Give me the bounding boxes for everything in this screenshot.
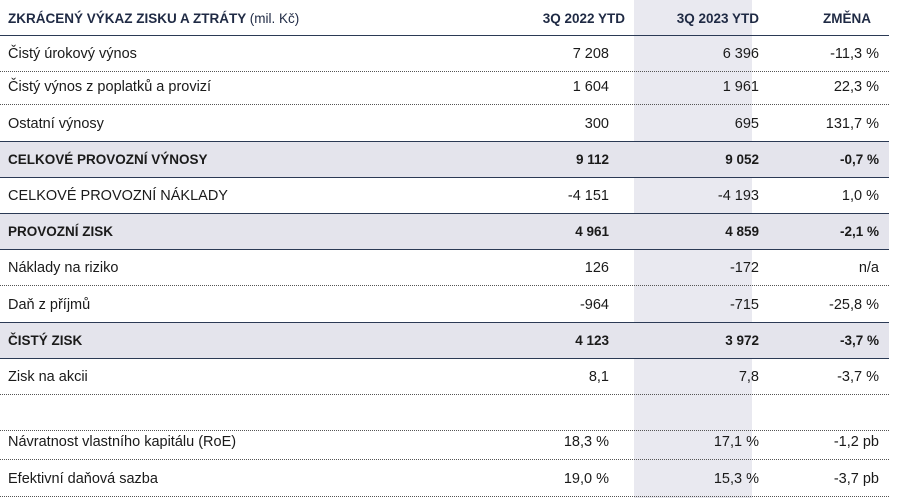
column-header-2023: 3Q 2023 YTD <box>676 10 759 26</box>
header-title-cell: ZKRÁCENÝ VÝKAZ ZISKU A ZTRÁTY (mil. Kč) <box>0 11 505 26</box>
row-label: Ostatní výnosy <box>8 115 104 132</box>
row-label: PROVOZNÍ ZISK <box>8 224 114 239</box>
value-2022: 7 208 <box>572 45 609 62</box>
value-2023: 17,1 % <box>713 433 759 450</box>
table-row: Daň z příjmů -964 -715 -25,8 % <box>0 287 889 322</box>
table-row: Čistý úrokový výnos 7 208 6 396 -11,3 % <box>0 36 889 71</box>
row-label: CELKOVÉ PROVOZNÍ NÁKLADY <box>8 187 228 204</box>
value-2022: 8,1 <box>588 368 609 385</box>
table-row: Zisk na akcii 8,1 7,8 -3,7 % <box>0 359 889 394</box>
value-2022: 300 <box>584 115 609 132</box>
unit-label: (mil. Kč) <box>249 10 300 26</box>
value-change: -3,7 % <box>839 333 879 348</box>
row-separator-dotted <box>0 459 889 460</box>
row-label: Daň z příjmů <box>8 296 91 313</box>
value-change: -11,3 % <box>830 45 879 62</box>
row-separator-solid <box>0 322 889 323</box>
value-2023: 3 972 <box>725 333 759 348</box>
column-header-2022: 3Q 2022 YTD <box>542 10 625 26</box>
table-row: Efektivní daňová sazba 19,0 % 15,3 % -3,7 p… <box>0 461 889 496</box>
value-2022: 9 112 <box>575 152 609 167</box>
row-label: Efektivní daňová sazba <box>8 470 158 487</box>
value-2023: -715 <box>729 296 759 313</box>
row-label: ČISTÝ ZISK <box>8 333 83 348</box>
row-separator-solid <box>0 249 889 250</box>
value-2022: -4 151 <box>567 187 609 204</box>
row-separator-dotted <box>0 285 889 286</box>
value-change: -2,1 % <box>839 224 879 239</box>
table-row: Čistý výnos z poplatků a provizí 1 604 1 9… <box>0 69 889 104</box>
row-label: Náklady na riziko <box>8 259 119 276</box>
value-change: -1,2 pb <box>833 433 879 450</box>
value-2022: -964 <box>579 296 609 313</box>
value-change: 22,3 % <box>833 78 879 95</box>
column-header-change: ZMĚNA <box>823 10 871 26</box>
row-label: Čistý úrokový výnos <box>8 45 137 62</box>
value-2023: 15,3 % <box>713 470 759 487</box>
value-change: -25,8 % <box>829 296 879 313</box>
value-2022: 1 604 <box>572 78 609 95</box>
value-2023: 1 961 <box>722 78 759 95</box>
row-separator-dotted <box>0 496 889 497</box>
row-separator-solid <box>0 358 889 359</box>
value-2023: 695 <box>734 115 759 132</box>
row-label: Čistý výnos z poplatků a provizí <box>8 78 212 95</box>
value-2022: 18,3 % <box>563 433 609 450</box>
value-2022: 19,0 % <box>563 470 609 487</box>
value-2023: -4 193 <box>717 187 759 204</box>
value-2022: 4 123 <box>575 333 609 348</box>
value-2023: 9 052 <box>725 152 759 167</box>
value-change: -3,7 % <box>837 368 879 385</box>
value-change: 1,0 % <box>841 187 879 204</box>
row-separator-dotted <box>0 104 889 105</box>
value-2023: 6 396 <box>722 45 759 62</box>
row-separator-solid <box>0 177 889 178</box>
header-rule <box>0 35 889 36</box>
value-2023: -172 <box>729 259 759 276</box>
row-separator-dotted <box>0 394 889 395</box>
value-change: -3,7 pb <box>833 470 879 487</box>
value-2022: 126 <box>584 259 609 276</box>
table-row: Návratnost vlastního kapitálu (RoE) 18,3 … <box>0 424 889 459</box>
value-change: n/a <box>858 259 879 276</box>
value-change: 131,7 % <box>825 115 879 132</box>
value-2023: 7,8 <box>738 368 759 385</box>
table-row: Ostatní výnosy 300 695 131,7 % <box>0 106 889 141</box>
row-label: Návratnost vlastního kapitálu (RoE) <box>8 433 237 450</box>
row-separator-solid <box>0 141 889 142</box>
value-2023: 4 859 <box>725 224 759 239</box>
row-separator-dotted <box>0 71 889 72</box>
table-title: ZKRÁCENÝ VÝKAZ ZISKU A ZTRÁTY <box>8 10 247 26</box>
value-change: -0,7 % <box>839 152 879 167</box>
row-separator-solid <box>0 213 889 214</box>
table-row: Náklady na riziko 126 -172 n/a <box>0 250 889 285</box>
row-label: CELKOVÉ PROVOZNÍ VÝNOSY <box>8 152 208 167</box>
table-row: CELKOVÉ PROVOZNÍ NÁKLADY -4 151 -4 193 1,0 … <box>0 178 889 213</box>
table-row-total: ČISTÝ ZISK 4 123 3 972 -3,7 % <box>0 323 889 358</box>
table-header: ZKRÁCENÝ VÝKAZ ZISKU A ZTRÁTY (mil. Kč) … <box>0 0 889 36</box>
table-row-total: CELKOVÉ PROVOZNÍ VÝNOSY 9 112 9 052 -0,7 % <box>0 142 889 177</box>
row-label: Zisk na akcii <box>8 368 88 385</box>
table-row-total: PROVOZNÍ ZISK 4 961 4 859 -2,1 % <box>0 214 889 249</box>
row-separator-dotted <box>0 430 889 431</box>
value-2022: 4 961 <box>575 224 609 239</box>
